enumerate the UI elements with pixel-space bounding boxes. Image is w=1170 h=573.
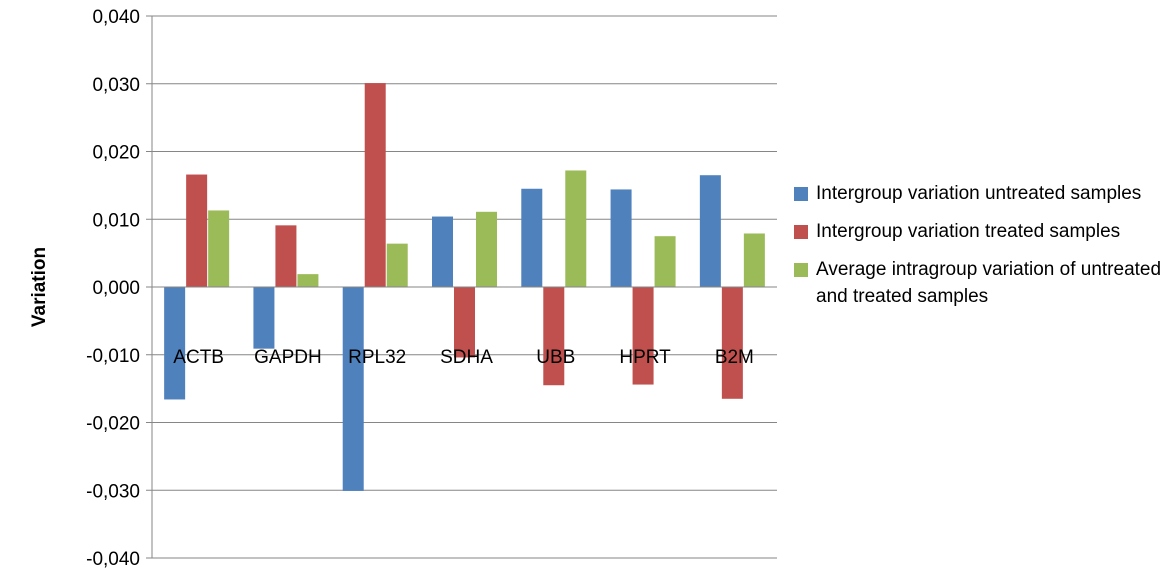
category-label-ubb: UBB [536, 347, 575, 368]
y-tick-label: -0,020 [86, 414, 140, 435]
legend-item-treated: Intergroup variation treated samples [794, 218, 1164, 245]
bar-rpl32-series-1 [342, 287, 364, 491]
category-label-sdha: SDHA [440, 347, 493, 368]
bar-hprt-series-2 [632, 287, 654, 385]
category-label-gapdh: GAPDH [254, 347, 322, 368]
y-tick-label: -0,040 [86, 549, 140, 570]
bar-b2m-series-1 [699, 175, 721, 287]
y-tick-label: 0,000 [92, 278, 140, 299]
y-tick-label: 0,010 [92, 210, 140, 231]
y-tick-label: -0,030 [86, 481, 140, 502]
bar-hprt-series-3 [654, 236, 676, 287]
y-axis-label: Variation [29, 247, 50, 327]
bar-actb-series-1 [164, 287, 186, 400]
category-label-rpl32: RPL32 [348, 347, 406, 368]
category-label-actb: ACTB [173, 347, 224, 368]
category-label-hprt: HPRT [619, 347, 671, 368]
bar-gapdh-series-3 [297, 274, 319, 287]
bar-b2m-series-2 [721, 287, 743, 399]
bar-sdha-series-2 [454, 287, 475, 358]
category-label-b2m: B2M [715, 347, 754, 368]
bar-actb-series-3 [208, 210, 230, 287]
bar-hprt-series-1 [610, 189, 632, 287]
legend: Intergroup variation untreated samples I… [794, 180, 1164, 321]
y-tick-label: 0,020 [92, 143, 140, 164]
legend-label-average: Average intragroup variation of untreate… [816, 259, 1162, 307]
bar-gapdh-series-2 [275, 225, 297, 287]
legend-swatch-average [794, 263, 808, 277]
axes [151, 16, 777, 558]
bars [164, 83, 765, 491]
legend-item-untreated: Intergroup variation untreated samples [794, 180, 1164, 207]
legend-label-untreated: Intergroup variation untreated samples [816, 183, 1142, 204]
bar-rpl32-series-2 [364, 83, 386, 287]
bar-rpl32-series-3 [386, 243, 408, 287]
y-tick-label: -0,010 [86, 346, 140, 367]
y-axis-ticks: 0,040 0,030 0,020 0,010 0,000 -0,010 -0,020 -0,… [86, 7, 152, 570]
legend-swatch-untreated [794, 187, 808, 201]
bar-gapdh-series-1 [253, 287, 275, 349]
y-tick-label: 0,030 [92, 75, 140, 96]
bar-sdha-series-3 [476, 211, 497, 287]
bar-actb-series-2 [186, 174, 208, 287]
legend-label-treated: Intergroup variation treated samples [816, 221, 1121, 242]
category-labels: ACTB GAPDH RPL32 SDHA UBB HPRT B2M [173, 347, 754, 368]
bar-sdha-series-1 [432, 216, 453, 287]
bar-ubb-series-3 [565, 170, 587, 287]
legend-swatch-treated [794, 225, 808, 239]
y-tick-label: 0,040 [92, 7, 140, 28]
bar-b2m-series-3 [743, 233, 765, 287]
bar-ubb-series-1 [521, 188, 543, 287]
bar-ubb-series-2 [543, 287, 565, 386]
legend-item-average: Average intragroup variation of untreate… [794, 256, 1164, 310]
